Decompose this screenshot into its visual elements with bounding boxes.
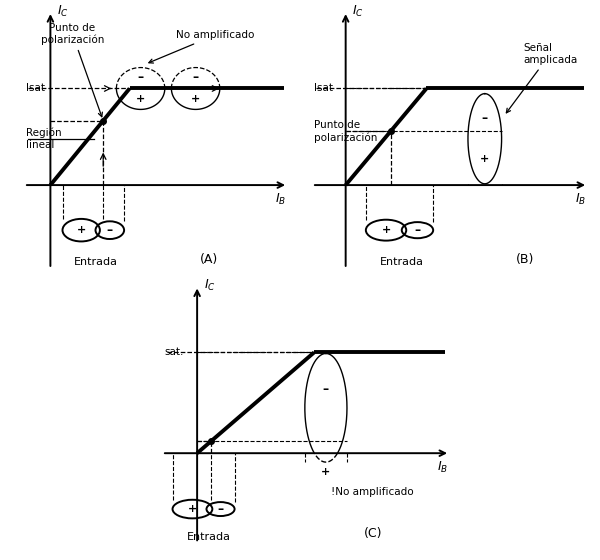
Text: –: –: [107, 223, 113, 237]
Text: Región
lineal: Región lineal: [26, 128, 62, 150]
Text: Punto de
polarización: Punto de polarización: [314, 120, 377, 142]
Text: Isat: Isat: [314, 83, 333, 94]
Text: +: +: [480, 154, 490, 164]
Text: +: +: [188, 504, 197, 514]
Text: –: –: [137, 71, 143, 83]
Text: Entrada: Entrada: [380, 257, 424, 267]
Text: Entrada: Entrada: [187, 531, 231, 542]
Text: +: +: [382, 225, 391, 235]
Text: +: +: [321, 467, 331, 477]
Text: $I_B$: $I_B$: [275, 192, 286, 207]
Text: (B): (B): [516, 253, 535, 265]
Text: $I_C$: $I_C$: [57, 4, 69, 19]
Text: –: –: [482, 112, 488, 125]
Text: Punto de
polarización: Punto de polarización: [41, 23, 104, 116]
Text: $I_C$: $I_C$: [204, 278, 216, 293]
Text: !No amplificado: !No amplificado: [331, 487, 413, 497]
Text: Isat: Isat: [26, 83, 45, 94]
Text: +: +: [136, 94, 145, 104]
Text: sat.: sat.: [164, 347, 184, 357]
Text: Señal
amplicada: Señal amplicada: [506, 44, 577, 113]
Text: (C): (C): [364, 527, 382, 540]
Text: –: –: [193, 71, 199, 83]
Text: +: +: [77, 225, 86, 235]
Text: $I_C$: $I_C$: [352, 4, 364, 19]
Text: –: –: [217, 502, 224, 516]
Text: Entrada: Entrada: [74, 257, 118, 267]
Text: +: +: [191, 94, 200, 104]
Text: –: –: [323, 382, 329, 396]
Text: $I_B$: $I_B$: [437, 459, 448, 474]
Text: No amplificado: No amplificado: [149, 30, 254, 63]
Text: $I_B$: $I_B$: [575, 192, 586, 207]
Text: –: –: [415, 223, 421, 237]
Text: (A): (A): [200, 253, 218, 265]
